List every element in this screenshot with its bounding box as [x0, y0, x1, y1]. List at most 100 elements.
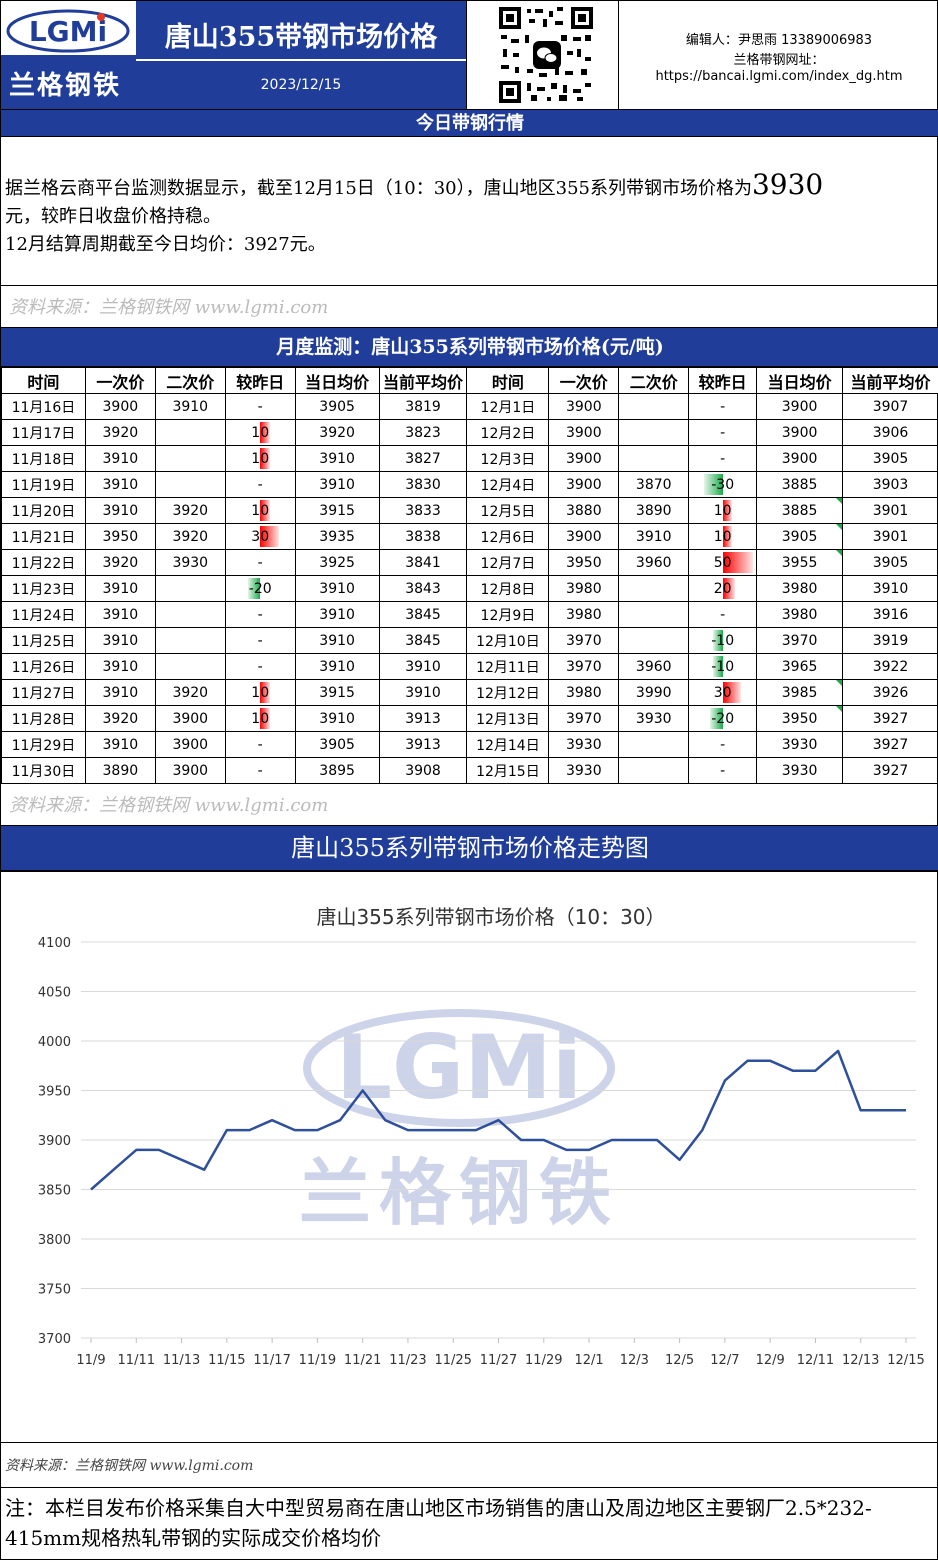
cell-date: 12月2日: [466, 419, 550, 446]
site-url[interactable]: https://bancai.lgmi.com/index_dg.htm: [655, 69, 903, 84]
increase-bar: [722, 500, 733, 521]
chart-title: 唐山355系列带钢市场价格（10：30）: [316, 905, 665, 929]
cell-avg: 3910: [294, 705, 380, 732]
cell-cmp: 10: [224, 679, 296, 706]
header-logo-area: LGMi 兰格钢铁: [1, 1, 136, 109]
cell-date: 11月18日: [1, 445, 86, 472]
price-table: 时间 一次价 二次价 较昨日 当日均价 当前平均价 时间 一次价 二次价 较昨日 当日均价 当前平均价…: [1, 367, 938, 784]
cell-avg: 3900: [756, 419, 844, 446]
cell-avg: 3915: [294, 497, 380, 524]
cell-date: 12月1日: [466, 393, 550, 420]
cell-cur: 3838: [378, 523, 468, 550]
logo-band: 兰格钢铁: [1, 55, 136, 109]
cell-cur: 3819: [378, 393, 468, 420]
cell-date: 12月5日: [466, 497, 550, 524]
cell-p2: [618, 419, 690, 446]
cell-cmp: -10: [688, 653, 758, 680]
cell-cur: 3922: [842, 653, 938, 680]
table-row: 11月27日 3910 3920 10 3915 3910 12月12日 3980 3990 30…: [1, 679, 938, 706]
cell-p2: 3900: [154, 705, 226, 732]
column-header: 当日均价: [294, 367, 380, 394]
change-value: -: [257, 762, 263, 779]
logo-cn-text: 兰格钢铁: [9, 71, 122, 101]
cell-date: 11月25日: [1, 627, 86, 654]
cell-date: 11月28日: [1, 705, 86, 732]
cell-avg: 3905: [294, 731, 380, 758]
x-tick-label: 11/11: [118, 1353, 155, 1368]
editor-label: 编辑人：: [685, 33, 738, 48]
cell-cmp: -: [688, 445, 758, 472]
today-price: 3930: [751, 168, 824, 201]
comment-marker-icon: [836, 706, 843, 712]
change-value: -: [257, 606, 263, 623]
comment-marker-icon: [836, 524, 843, 530]
cell-p2: 3920: [154, 523, 226, 550]
cell-p2: 3910: [154, 393, 226, 420]
x-tick-label: 11/13: [163, 1353, 200, 1368]
cell-p2: [618, 575, 690, 602]
summary-prefix: 据兰格云商平台监测数据显示，截至12月15日（10：30），唐山地区355系列带…: [5, 178, 752, 199]
cell-avg: 3980: [756, 575, 844, 602]
x-tick-label: 11/17: [253, 1353, 290, 1368]
cell-p1: 3910: [84, 497, 156, 524]
x-tick-label: 11/27: [480, 1353, 517, 1368]
increase-bar: [260, 500, 270, 521]
cell-p1: 3910: [84, 471, 156, 498]
cell-date: 11月16日: [1, 393, 86, 420]
x-tick-label: 11/25: [434, 1353, 471, 1368]
cell-cmp: -: [688, 601, 758, 628]
change-value: 30: [713, 684, 732, 701]
cell-cmp: -30: [688, 471, 758, 498]
decrease-bar: [710, 708, 723, 729]
increase-bar: [722, 526, 733, 547]
cell-p2: 3900: [154, 757, 226, 784]
cell-cur: 3845: [378, 627, 468, 654]
title-divider: [136, 59, 466, 61]
table-row: 11月19日 3910-3910 3830 12月4日 3900 3870 -30 3885 3…: [1, 471, 938, 498]
increase-bar: [260, 682, 270, 703]
cell-cur: 3827: [378, 445, 468, 472]
column-header: 一次价: [84, 367, 156, 394]
today-bar: 今日带钢行情: [1, 109, 938, 137]
table-row: 11月21日 3950 3920 30 3935 3838 12月6日 3900 3910 10 3…: [1, 523, 938, 550]
change-value: -30: [711, 476, 735, 493]
qr-code-area: [466, 1, 619, 109]
cell-avg: 3900: [756, 393, 844, 420]
cell-cur: 3913: [378, 731, 468, 758]
cell-date: 12月13日: [466, 705, 550, 732]
trend-chart-box: LGMi 兰格钢铁 唐山355系列带钢市场价格（10：30） 4100 4050 4000…: [1, 871, 938, 1443]
cell-avg: 3925: [294, 549, 380, 576]
cell-cmp: 10: [688, 523, 758, 550]
cell-avg: 3970: [756, 627, 844, 654]
today-source: 资料来源：兰格钢铁网 www.lgmi.com: [9, 297, 329, 318]
x-tick-label: 11/15: [208, 1353, 245, 1368]
cell-cur: 3910: [378, 679, 468, 706]
cell-p2: [154, 575, 226, 602]
cell-p2: 3990: [618, 679, 690, 706]
table-row: 11月28日 3920 3900 10 3910 3913 12月13日 3970 3930 -2…: [1, 705, 938, 732]
cell-date: 12月12日: [466, 679, 550, 706]
cell-cmp: 10: [224, 497, 296, 524]
cell-p2: [618, 627, 690, 654]
cell-cmp: -: [688, 757, 758, 784]
increase-bar: [260, 422, 270, 443]
cell-cur: 3919: [842, 627, 938, 654]
cell-cmp: -: [688, 393, 758, 420]
cell-p1: 3980: [548, 601, 620, 628]
table-row: 11月30日 3890 3900-3895 3908 12月15日 3930-3930 39…: [1, 757, 938, 784]
cell-cur: 3830: [378, 471, 468, 498]
cell-avg: 3930: [756, 757, 844, 784]
cell-cur: 3907: [842, 393, 938, 420]
header-title-area: 唐山355带钢市场价格 2023/12/15: [136, 1, 466, 109]
cell-avg: 3950: [756, 705, 844, 732]
change-value: 10: [251, 502, 270, 519]
cell-avg: 3910: [294, 445, 380, 472]
cell-cur: 3905: [842, 445, 938, 472]
change-value: -: [720, 736, 726, 753]
cell-p1: 3950: [84, 523, 156, 550]
cell-avg: 3965: [756, 653, 844, 680]
change-value: -20: [248, 580, 272, 597]
column-header: 较昨日: [224, 367, 296, 394]
cell-p1: 3910: [84, 653, 156, 680]
